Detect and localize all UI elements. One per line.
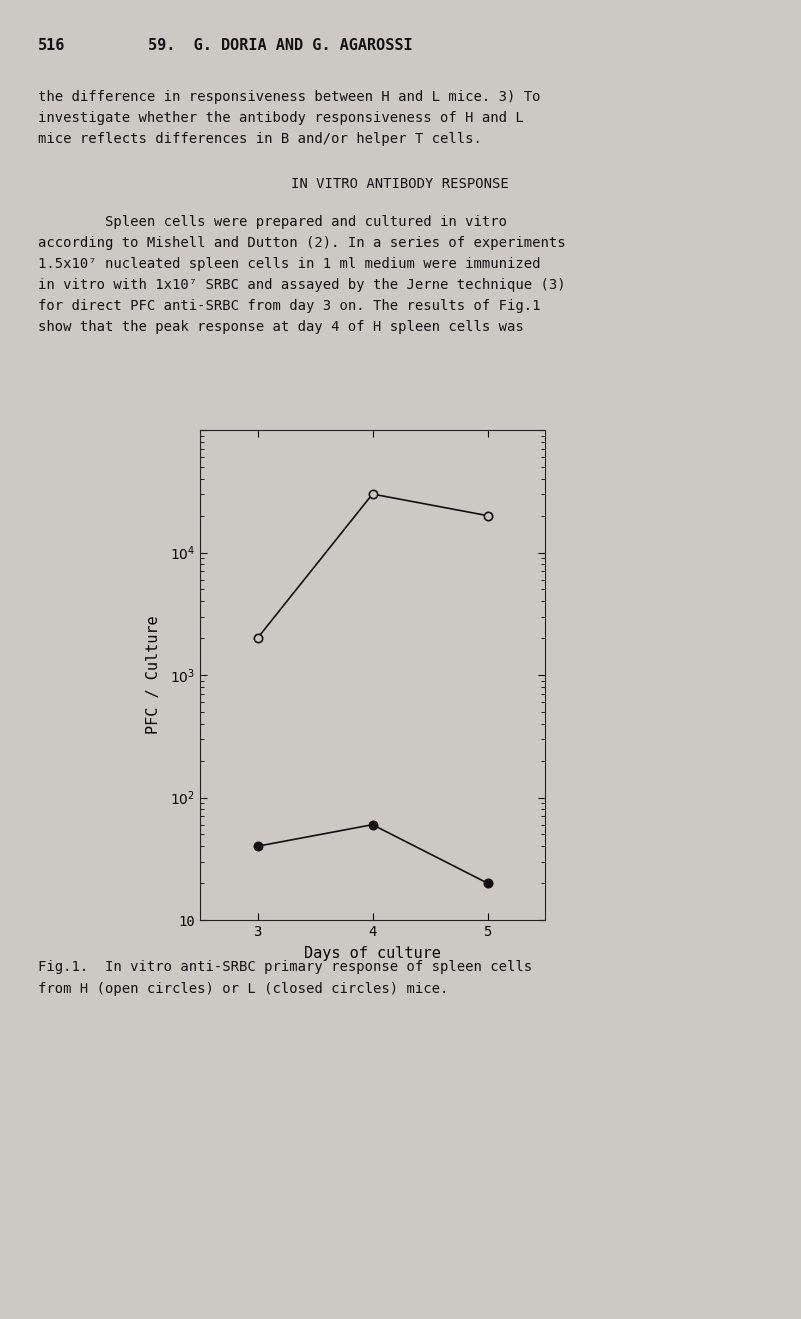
Text: Spleen cells were prepared and cultured in vitro: Spleen cells were prepared and cultured … <box>38 215 507 230</box>
Y-axis label: PFC / Culture: PFC / Culture <box>147 616 162 735</box>
Text: IN VITRO ANTIBODY RESPONSE: IN VITRO ANTIBODY RESPONSE <box>291 177 509 191</box>
Text: 516: 516 <box>38 38 66 53</box>
Text: the difference in responsiveness between H and L mice. 3) To: the difference in responsiveness between… <box>38 90 541 104</box>
Text: according to Mishell and Dutton (2). In a series of experiments: according to Mishell and Dutton (2). In … <box>38 236 566 251</box>
Text: mice reflects differences in B and/or helper T cells.: mice reflects differences in B and/or he… <box>38 132 482 146</box>
Text: 59.  G. DORIA AND G. AGAROSSI: 59. G. DORIA AND G. AGAROSSI <box>148 38 413 53</box>
Text: investigate whether the antibody responsiveness of H and L: investigate whether the antibody respons… <box>38 111 524 125</box>
Text: in vitro with 1x10⁷ SRBC and assayed by the Jerne technique (3): in vitro with 1x10⁷ SRBC and assayed by … <box>38 278 566 291</box>
X-axis label: Days of culture: Days of culture <box>304 946 441 960</box>
Text: show that the peak response at day 4 of H spleen cells was: show that the peak response at day 4 of … <box>38 321 524 334</box>
Text: from H (open circles) or L (closed circles) mice.: from H (open circles) or L (closed circl… <box>38 983 449 996</box>
Text: 1.5x10⁷ nucleated spleen cells in 1 ml medium were immunized: 1.5x10⁷ nucleated spleen cells in 1 ml m… <box>38 257 541 270</box>
Text: for direct PFC anti-SRBC from day 3 on. The results of Fig.1: for direct PFC anti-SRBC from day 3 on. … <box>38 299 541 313</box>
Text: Fig.1.  In vitro anti-SRBC primary response of spleen cells: Fig.1. In vitro anti-SRBC primary respon… <box>38 960 532 973</box>
